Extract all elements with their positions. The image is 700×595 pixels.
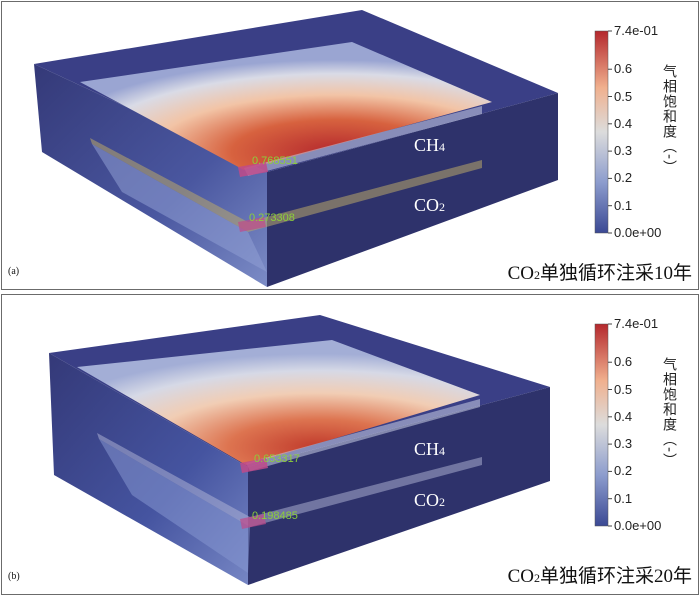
co2-label: CO2	[414, 195, 446, 215]
panel-caption: CO2单独循环注采10年	[507, 263, 692, 284]
colorbar-tick-label: 0.4	[614, 115, 633, 131]
ch4-label: CH4	[414, 135, 446, 155]
ch4-probe-value: 0.653317	[254, 453, 300, 465]
colorbar-tick-label: 0.4	[614, 408, 633, 424]
co2-well-layer	[97, 433, 482, 527]
colorbar-tick-label: 0.2	[614, 463, 633, 479]
colorbar-tick-label: 0.5	[614, 381, 633, 397]
ch4-saturation-plume	[80, 42, 492, 170]
colorbar-tick-label: 0.1	[614, 197, 633, 213]
colorbar-tick-label: 7.4e-01	[614, 316, 659, 331]
colorbar-title: 气相饱和度（-）	[661, 64, 677, 176]
ch4-label: CH4	[414, 439, 446, 459]
co2-plume	[99, 439, 250, 573]
box-right-face	[267, 93, 558, 287]
colorbar-tick-marks	[608, 30, 612, 234]
panel-caption: CO2单独循环注采20年	[507, 566, 692, 587]
colorbar-tick-label: 0.6	[614, 61, 633, 77]
co2-plume	[92, 144, 267, 272]
ch4-probe-value: 0.768551	[252, 155, 298, 167]
co2-probe-marker	[238, 217, 266, 232]
colorbar-tick-label: 0.5	[614, 88, 633, 104]
ch4-probe-marker	[238, 162, 268, 177]
colorbar-tick-marks	[608, 323, 612, 527]
colorbar-title: 气相饱和度（-）	[661, 357, 677, 469]
colorbar-tick-label: 0.2	[614, 170, 633, 186]
ch4-well-layer	[244, 106, 482, 176]
colorbar-tick-label: 0.6	[614, 354, 633, 370]
panel-b: CH4 CO2 0.653317 0.198485 7.4e-01 0.6 0.5 0…	[1, 294, 699, 595]
colorbar-tick-label: 0.3	[614, 436, 633, 452]
ch4-well-layer	[246, 399, 480, 471]
panel-letter: (a)	[8, 266, 20, 277]
co2-probe-marker	[240, 514, 266, 529]
colorbar-tick-label: 0.1	[614, 490, 633, 506]
ch4-saturation-plume	[77, 340, 480, 465]
colorbar-tick-label: 0.0e+00	[614, 225, 662, 240]
panel-letter: (b)	[8, 571, 20, 582]
co2-label: CO2	[414, 490, 446, 510]
co2-probe-value: 0.198485	[252, 510, 298, 522]
colorbar-tick-label: 0.0e+00	[614, 518, 662, 533]
co2-probe-value: 0.273308	[249, 212, 295, 224]
reservoir-scene-a	[34, 10, 612, 287]
colorbar-tick-label: 7.4e-01	[614, 23, 659, 38]
colorbar-gradient	[594, 323, 609, 527]
co2-well-layer	[90, 138, 482, 232]
reservoir-scene-b	[49, 315, 612, 585]
ch4-probe-marker	[240, 458, 268, 473]
panel-a: CH4 CO2 0.768551 0.273308 7.4e-01 0.6 0.5 0…	[1, 1, 699, 290]
colorbar-tick-label: 0.3	[614, 143, 633, 159]
colorbar-gradient	[594, 30, 609, 234]
